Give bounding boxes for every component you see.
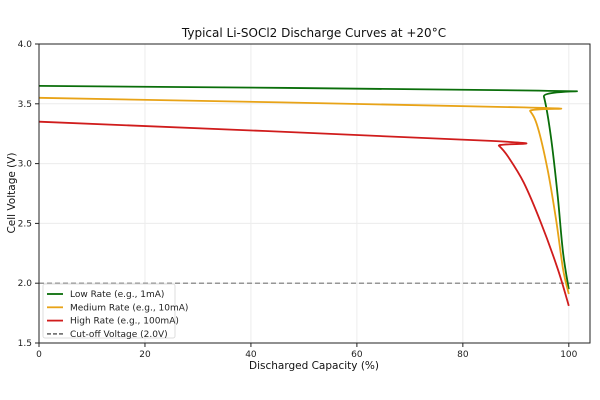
legend-label: Cut-off Voltage (2.0V) bbox=[70, 330, 168, 340]
x-tick-label: 100 bbox=[560, 350, 577, 360]
x-tick-label: 0 bbox=[36, 350, 42, 360]
plot-frame bbox=[38, 43, 591, 344]
series-line-0 bbox=[38, 85, 578, 290]
y-tick-label: 1.5 bbox=[18, 339, 32, 349]
y-tick-label: 2.0 bbox=[18, 279, 33, 289]
y-tick-label: 4.0 bbox=[18, 40, 33, 50]
legend: Low Rate (e.g., 1mA) Medium Rate (e.g., 1… bbox=[42, 283, 188, 340]
legend-label: High Rate (e.g., 100mA) bbox=[70, 317, 179, 327]
y-tick-label: 3.5 bbox=[18, 100, 32, 110]
y-tick-label: 2.5 bbox=[18, 219, 32, 229]
x-tick-label: 40 bbox=[245, 350, 257, 360]
legend-label: Low Rate (e.g., 1mA) bbox=[70, 290, 164, 300]
x-axis-label: Discharged Capacity (%) bbox=[249, 360, 379, 372]
series-line-1 bbox=[38, 96, 570, 295]
legend-label: Medium Rate (e.g., 10mA) bbox=[70, 303, 188, 313]
x-tick-label: 60 bbox=[351, 350, 363, 360]
y-axis-label: Cell Voltage (V) bbox=[6, 152, 18, 233]
chart-title: Typical Li-SOCl2 Discharge Curves at +20… bbox=[181, 26, 446, 40]
y-tick-label: 3.0 bbox=[18, 160, 33, 170]
series-line-2 bbox=[38, 120, 570, 307]
legend-box bbox=[42, 283, 176, 339]
x-tick-label: 80 bbox=[457, 350, 469, 360]
x-tick-label: 20 bbox=[139, 350, 151, 360]
series-lines bbox=[38, 85, 590, 307]
axes: 0 20 40 60 80 100 1.5 2.0 2.5 3.0 3.5 4.0 bbox=[18, 40, 591, 360]
